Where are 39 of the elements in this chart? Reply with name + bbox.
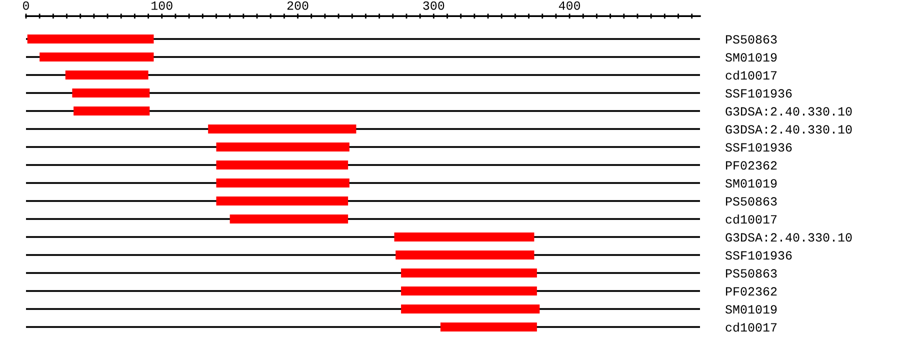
bar: [27, 34, 154, 44]
bar: [401, 304, 540, 314]
y-tick-label: SM01019: [725, 53, 777, 62]
y-tick-label: SM01019: [725, 305, 777, 314]
y-tick-label: G3DSA:2.40.330.10: [726, 125, 852, 134]
bar: [216, 196, 348, 206]
y-tick-label: SSF101936: [725, 143, 792, 152]
bar: [216, 178, 350, 188]
x-tick-label: 200: [287, 1, 308, 10]
x-tick-label: 300: [423, 1, 444, 10]
y-tick-label: PS50863: [726, 197, 777, 206]
y-tick-label: PS50863: [726, 35, 777, 44]
x-tick-label: 0: [23, 1, 29, 10]
bar: [208, 124, 356, 134]
bar: [216, 160, 348, 170]
y-tick-label: SSF101936: [725, 89, 792, 98]
y-tick-label: SSF101936: [725, 251, 792, 260]
bar: [40, 52, 154, 62]
y-tick-label: G3DSA:2.40.330.10: [726, 107, 852, 116]
bar: [72, 88, 150, 98]
y-tick-label: cd10017: [726, 214, 777, 224]
y-tick-label: PF02362: [726, 161, 777, 170]
bar: [230, 214, 348, 224]
bar: [401, 268, 537, 278]
y-tick-label: PS50863: [726, 269, 777, 278]
y-tick-label: cd10017: [726, 322, 777, 332]
y-tick-label: G3DSA:2.40.330.10: [726, 233, 852, 242]
bar: [401, 286, 537, 296]
y-tick-label: SM01019: [725, 179, 777, 188]
bar: [394, 232, 534, 242]
bar: [65, 70, 148, 80]
y-tick-label: PF02362: [726, 287, 777, 296]
bar: [440, 322, 537, 332]
bar: [216, 142, 350, 152]
x-tick-label: 100: [152, 1, 172, 10]
bar: [74, 106, 150, 116]
y-tick-label: cd10017: [726, 70, 777, 80]
x-tick-label: 400: [558, 1, 580, 10]
bar: [396, 250, 534, 260]
